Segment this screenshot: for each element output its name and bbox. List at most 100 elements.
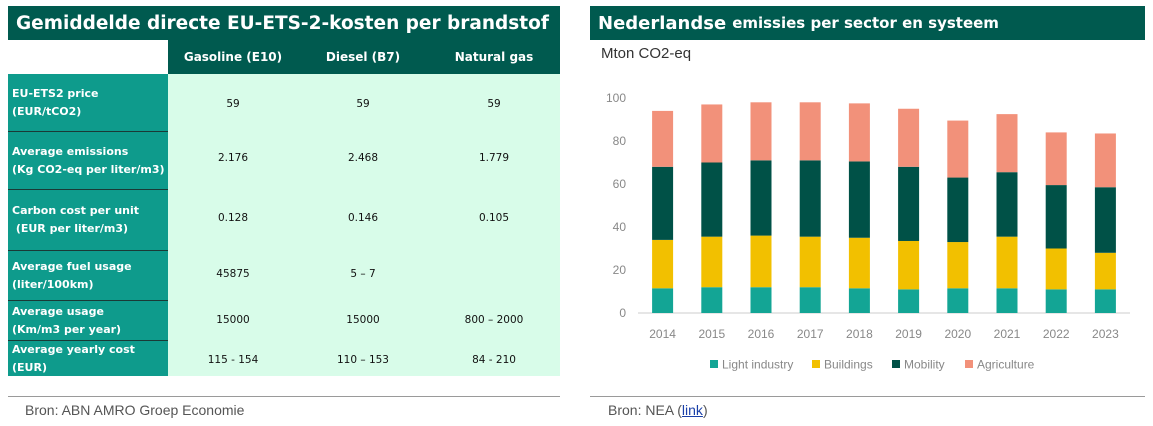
table-cell: 59: [487, 98, 501, 110]
table-cell: 84 - 210: [472, 354, 516, 366]
legend-label: Mobility: [904, 358, 945, 372]
x-tick-label: 2022: [1043, 327, 1070, 341]
legend-swatch: [892, 360, 900, 368]
bar-segment: [750, 102, 772, 161]
table-cell: 0.105: [478, 212, 510, 224]
emissions-stacked-bar-chart: 0 20 40 60 80 100 2014 2015 2016 2017 2018 2019 2020…: [606, 91, 1130, 372]
x-tick-label: 2014: [649, 327, 676, 341]
bar-segment: [1045, 289, 1067, 313]
table-cell: 59: [226, 98, 240, 110]
bar-segment: [1045, 132, 1067, 186]
legend-label: Light industry: [722, 358, 793, 372]
fuel-cost-panel: Gemiddelde directe EU-ETS-2-kosten per b…: [8, 6, 560, 376]
bar-segment: [898, 240, 920, 290]
bar-segment: [947, 177, 969, 243]
row-divider: [8, 131, 168, 132]
table-cell: 15000: [216, 314, 250, 326]
table-cell: 2.176: [217, 152, 249, 164]
bar-segment: [996, 288, 1018, 313]
row-label-column: [8, 74, 168, 376]
bar-segment: [1094, 252, 1116, 290]
table-row-label: EU-ETS2 price (EUR/tCO2): [12, 86, 99, 118]
legend-label: Agriculture: [977, 358, 1035, 372]
bar-segment: [947, 288, 969, 313]
x-tick-label: 2017: [797, 327, 824, 341]
bar-segment: [652, 239, 674, 289]
bar-segment: [652, 110, 674, 167]
table-cell: 115 - 154: [207, 354, 259, 366]
table-row-label: Average usage (Km/m3 per year): [12, 304, 122, 336]
bar-segment: [947, 120, 969, 178]
bar-segment: [898, 108, 920, 167]
table-cell: 59: [356, 98, 370, 110]
bar-segment: [898, 166, 920, 241]
x-tick-label: 2018: [846, 327, 873, 341]
bar-segment: [996, 114, 1018, 173]
column-header-natural-gas: Natural gas: [454, 50, 534, 64]
row-divider: [8, 300, 168, 301]
bar-segment: [848, 288, 870, 313]
bar-segment: [1045, 185, 1067, 249]
table-cell: 0.128: [217, 212, 249, 224]
table-cell: 800 – 2000: [464, 314, 524, 326]
bar-segment: [799, 236, 821, 288]
row-divider: [8, 340, 168, 341]
bar-segment: [848, 237, 870, 289]
bar-segment: [848, 103, 870, 162]
bar-segment: [1045, 248, 1067, 290]
bar-segment: [652, 288, 674, 313]
table-row-label: Average yearly cost (EUR): [12, 342, 135, 374]
bar-segment: [799, 287, 821, 313]
table-cell: 110 – 153: [336, 354, 389, 366]
fuel-cost-title: Gemiddelde directe EU-ETS-2-kosten per b…: [8, 6, 560, 40]
left-source-note: Bron: ABN AMRO Groep Economie: [25, 402, 245, 418]
table-cell: 0.146: [347, 212, 379, 224]
legend-swatch: [812, 360, 820, 368]
x-tick-label: 2023: [1092, 327, 1119, 341]
row-divider: [8, 250, 168, 251]
row-divider: [8, 189, 168, 190]
bar-segment: [848, 161, 870, 238]
bar-segment: [898, 289, 920, 313]
table-cell: 1.779: [478, 152, 510, 164]
table-row-label: Carbon cost per unit (EUR per liter/m3): [12, 204, 140, 235]
bar-segment: [799, 102, 821, 161]
bar-segment: [750, 235, 772, 288]
source-link[interactable]: link: [681, 402, 703, 418]
emissions-panel: Nederlandse emissies per sector en systee…: [590, 6, 1145, 372]
emissions-title: Nederlandse emissies per sector en systee…: [590, 6, 1145, 40]
bar-segment: [652, 166, 674, 240]
bar-segment: [701, 104, 723, 163]
bar-segment: [996, 172, 1018, 237]
y-tick-label: 0: [619, 306, 626, 320]
emissions-title-rest: emissies per sector en systeem: [732, 14, 999, 32]
x-tick-label: 2021: [994, 327, 1021, 341]
x-tick-label: 2015: [698, 327, 725, 341]
bar-segment: [1094, 289, 1116, 313]
column-header-gasoline: Gasoline (E10): [183, 50, 283, 64]
table-row-label: Average emissions (Kg CO2-eq per liter/m…: [12, 144, 165, 176]
emissions-title-main: Nederlandse: [598, 12, 727, 34]
bar-segment: [996, 236, 1018, 289]
table-cell: 45875: [216, 268, 250, 280]
y-tick-label: 60: [613, 177, 627, 191]
x-tick-label: 2020: [944, 327, 971, 341]
column-header-diesel: Diesel (B7): [325, 50, 401, 64]
bar-segment: [799, 160, 821, 237]
bar-segment: [701, 287, 723, 313]
table-row-label: Average fuel usage (liter/100km): [12, 259, 132, 291]
y-tick-label: 40: [613, 220, 627, 234]
table-cell: 2.468: [347, 152, 379, 164]
right-source-note: Bron: NEA (link): [608, 402, 708, 418]
legend-swatch: [710, 360, 718, 368]
source-divider: [8, 396, 560, 397]
table-body: [168, 74, 560, 376]
bar-segment: [1094, 133, 1116, 188]
bar-segment: [701, 162, 723, 237]
table-cell: 15000: [346, 314, 380, 326]
y-tick-label: 20: [613, 263, 627, 277]
x-tick-label: 2019: [895, 327, 922, 341]
bar-segment: [750, 287, 772, 313]
y-tick-label: 100: [606, 91, 626, 105]
legend-label: Buildings: [824, 358, 873, 372]
